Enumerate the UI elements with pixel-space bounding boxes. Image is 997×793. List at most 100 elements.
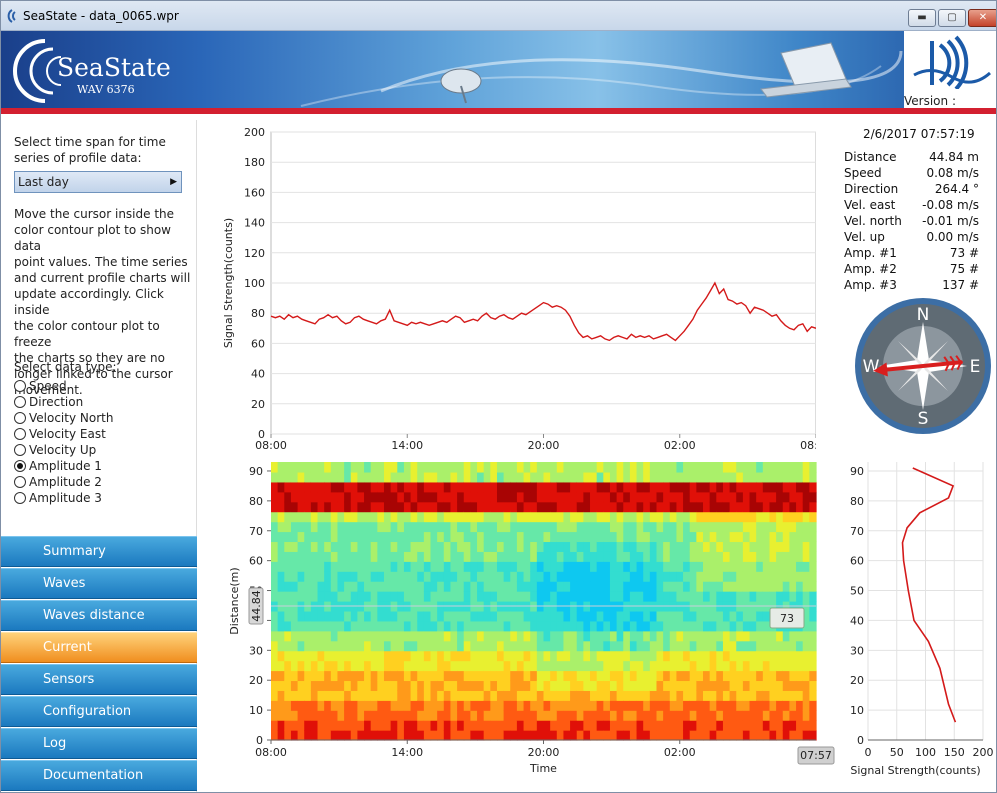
datatype-radio[interactable]: Velocity Up — [14, 443, 96, 459]
heatmap-cell — [450, 720, 458, 731]
datatype-radio[interactable]: Speed — [14, 379, 67, 395]
heatmap-cell — [656, 471, 664, 483]
heatmap-cell — [689, 650, 697, 662]
heatmap-cell — [563, 561, 571, 572]
heatmap-cell — [776, 531, 784, 543]
heatmap-cell — [324, 690, 332, 701]
minimize-button[interactable]: ▬ — [908, 9, 936, 27]
heatmap-cell — [709, 551, 717, 562]
heatmap-cell — [689, 690, 697, 701]
heatmap-cell — [510, 630, 518, 642]
heatmap-cell — [722, 481, 731, 493]
nav-item[interactable]: Documentation — [1, 760, 197, 791]
heatmap-cell — [530, 710, 538, 721]
heatmap-cell — [337, 501, 345, 513]
nav-item[interactable]: Log — [1, 728, 197, 759]
heatmap-cell — [450, 710, 458, 721]
datatype-radio[interactable]: Amplitude 3 — [14, 491, 102, 507]
heatmap-cell — [643, 620, 651, 632]
heatmap-cell — [330, 660, 339, 672]
heatmap-cell — [437, 591, 445, 602]
maximize-button[interactable]: ▢ — [938, 9, 966, 27]
heatmap-cell — [609, 660, 618, 672]
laptop-icon — [760, 42, 852, 98]
heatmap-cell — [410, 630, 418, 642]
heatmap-cell — [703, 521, 711, 533]
heatmap-cell — [629, 710, 638, 721]
nav-item[interactable]: Summary — [1, 536, 197, 567]
heatmap-cell — [689, 521, 697, 533]
heatmap-cell — [756, 730, 764, 741]
heatmap-cell — [556, 720, 565, 731]
heatmap-cell — [383, 491, 392, 503]
heatmap-cell — [457, 471, 465, 483]
readout-datetime: 2/6/2017 07:57:19 — [863, 127, 975, 141]
heatmap-cell — [277, 700, 285, 711]
heatmap-cell — [629, 630, 638, 642]
heatmap-cell — [570, 541, 578, 552]
heatmap-cell — [769, 650, 777, 662]
heatmap-cell — [397, 531, 405, 543]
datatype-radio[interactable]: Velocity East — [14, 427, 106, 443]
heatmap-cell — [477, 531, 485, 543]
heatmap-cell — [689, 531, 697, 543]
heatmap-cell — [457, 561, 465, 572]
heatmap-cell — [683, 620, 691, 632]
radio-circle-icon — [14, 412, 26, 424]
heatmap-cell — [350, 571, 359, 582]
nav-item[interactable]: Waves distance — [1, 600, 197, 631]
datatype-radio[interactable]: Amplitude 1 — [14, 459, 102, 475]
heatmap-cell — [609, 700, 618, 711]
heatmap-cell — [716, 610, 724, 622]
nav-item[interactable]: Sensors — [1, 664, 197, 695]
heatmap-cell — [483, 610, 491, 622]
timespan-select[interactable]: Last day ▶ — [14, 171, 182, 193]
heatmap-cell — [762, 680, 771, 691]
close-button[interactable]: ✕ — [968, 9, 996, 27]
heatmap-cell — [470, 640, 478, 652]
heatmap-cell — [722, 640, 731, 652]
heatmap-cell — [357, 551, 365, 562]
heatmap-cell — [523, 680, 531, 691]
heatmap-cell — [603, 660, 611, 672]
heatmap-cell — [503, 650, 511, 662]
heatmap-cell — [809, 581, 817, 592]
heatmap-cell — [629, 511, 638, 523]
heatmap-cell — [324, 670, 332, 682]
heatmap-cell — [423, 730, 432, 741]
heatmap-cell — [550, 462, 558, 473]
contour-plot[interactable]: 010203040506070809008:0014:0020:0002:00T… — [216, 456, 846, 786]
heatmap-cell — [470, 551, 478, 562]
nav-item[interactable]: Configuration — [1, 696, 197, 727]
datatype-radio[interactable]: Amplitude 2 — [14, 475, 102, 491]
heatmap-cell — [556, 650, 565, 662]
heatmap-cell — [556, 462, 565, 473]
heatmap-cell — [430, 610, 438, 622]
heatmap-cell — [789, 690, 797, 701]
heatmap-cell — [756, 551, 764, 562]
heatmap-cell — [337, 521, 345, 533]
heatmap-cell — [543, 710, 551, 721]
heatmap-cell — [470, 591, 478, 602]
heatmap-cell — [530, 511, 538, 523]
datatype-radio-label: Amplitude 2 — [29, 475, 102, 489]
heatmap-cell — [722, 591, 731, 602]
heatmap-cell — [423, 481, 432, 493]
heatmap-cell — [403, 680, 412, 691]
nav-item[interactable]: Current — [1, 632, 197, 663]
datatype-radio[interactable]: Direction — [14, 395, 83, 411]
heatmap-cell — [769, 571, 777, 582]
heatmap-cell — [337, 700, 345, 711]
heatmap-cell — [736, 491, 744, 503]
nav-item[interactable]: Waves — [1, 568, 197, 599]
heatmap-cell — [443, 471, 452, 483]
heatmap-cell — [583, 591, 591, 602]
heatmap-cell — [364, 640, 372, 652]
heatmap-cell — [603, 670, 611, 682]
heatmap-cell — [782, 650, 791, 662]
heatmap-cell — [410, 481, 418, 493]
datatype-radio[interactable]: Velocity North — [14, 411, 113, 427]
heatmap-cell — [543, 511, 551, 523]
